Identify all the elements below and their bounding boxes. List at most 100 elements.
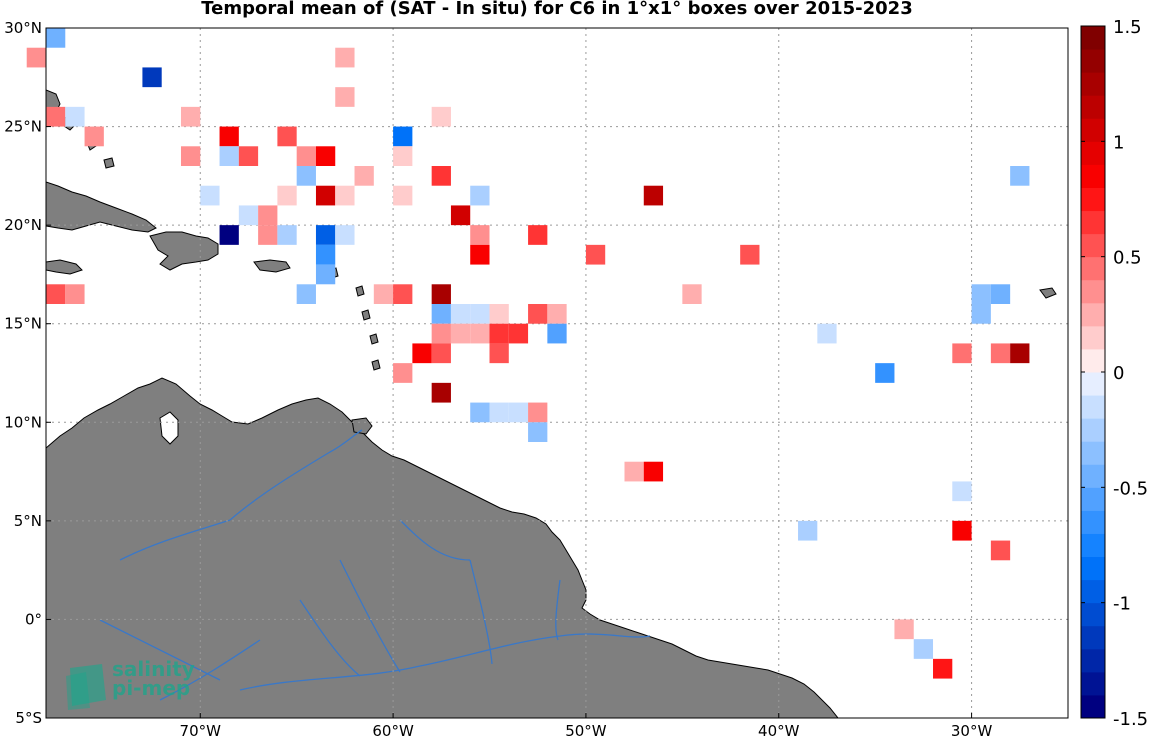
heatmap-cell: [219, 146, 239, 166]
heatmap-cell: [258, 205, 278, 226]
heatmap-cell: [643, 185, 664, 206]
colorbar-tick-label: 1: [1113, 132, 1124, 153]
colorbar-swatch: [1081, 533, 1105, 558]
colorbar-swatch: [1081, 510, 1105, 534]
heatmap-cell: [277, 126, 297, 147]
heatmap-cell: [528, 304, 548, 324]
colorbar-tick-label: 0.5: [1113, 248, 1142, 269]
heatmap-cell: [450, 304, 471, 324]
lat-tick-label: 30°N: [4, 19, 42, 37]
heatmap-cell: [470, 402, 490, 423]
heatmap-cell: [952, 343, 972, 364]
heatmap-cell: [547, 304, 567, 324]
colorbar-swatch: [1081, 395, 1105, 419]
salinity-pi-mep-logo: salinity pi-mep: [62, 659, 195, 716]
lon-tick-label: 50°W: [565, 722, 607, 740]
heatmap-cell: [180, 146, 201, 166]
heatmap-cell: [412, 343, 432, 364]
heatmap-cell: [971, 304, 991, 324]
colorbar-swatch: [1081, 418, 1105, 442]
heatmap-cell: [277, 185, 297, 206]
colorbar-tick-label: -1: [1113, 594, 1131, 615]
heatmap-cell: [1010, 343, 1030, 364]
colorbar-swatch: [1081, 671, 1105, 696]
heatmap-cells: [26, 28, 1030, 679]
heatmap-cell: [470, 244, 490, 265]
colorbar-swatch: [1081, 187, 1105, 212]
colorbar-tick-label: 0: [1113, 363, 1124, 384]
heatmap-cell: [296, 166, 316, 186]
heatmap-cell: [990, 284, 1011, 304]
heatmap-cell: [219, 126, 239, 147]
heatmap-cell: [335, 87, 355, 107]
colorbar-swatch: [1081, 95, 1105, 119]
heatmap-cell: [508, 402, 529, 423]
heatmap-cell: [624, 461, 644, 482]
heatmap-cell: [393, 185, 413, 206]
colorbar-swatch: [1081, 256, 1105, 281]
heatmap-cell: [489, 323, 509, 344]
heatmap-cell: [740, 244, 760, 265]
heatmap-cell: [489, 343, 509, 364]
heatmap-cell: [682, 284, 702, 304]
heatmap-cell: [547, 323, 567, 344]
heatmap-cell: [1010, 166, 1030, 186]
heatmap-cell: [431, 304, 451, 324]
lat-tick-label: 20°N: [4, 216, 42, 234]
lon-tick-label: 70°W: [180, 722, 222, 740]
heatmap-cell: [431, 323, 451, 344]
colorbar-tick-label: -1.5: [1113, 709, 1148, 730]
heatmap-cell: [238, 205, 259, 226]
heatmap-cell: [470, 185, 490, 206]
lon-tick-label: 30°W: [951, 722, 993, 740]
lat-tick-label: 15°N: [4, 315, 42, 333]
hispaniola: [149, 231, 219, 271]
colorbar-swatch: [1081, 72, 1105, 96]
colorbar-swatch: [1081, 372, 1105, 396]
lon-tick-label: 40°W: [758, 722, 800, 740]
land-mass: [46, 89, 1057, 718]
heatmap-cell: [817, 323, 837, 344]
colorbar-swatch: [1081, 441, 1105, 465]
heatmap-cell: [798, 520, 818, 541]
heatmap-cell: [470, 225, 490, 245]
colorbar-swatch: [1081, 302, 1105, 327]
colorbar-swatch: [1081, 118, 1105, 142]
heatmap-cell: [393, 146, 413, 166]
colorbar-swatch: [1081, 210, 1105, 235]
colorbar-tick-label: -0.5: [1113, 478, 1148, 499]
logo-line-2: pi-mep: [112, 676, 191, 700]
orinoco-river: [229, 429, 363, 521]
heatmap-cell: [528, 422, 548, 442]
colorbar-swatch: [1081, 325, 1105, 350]
heatmap-cell: [450, 323, 471, 344]
heatmap-cell: [315, 225, 336, 245]
lat-tick-label: 10°N: [4, 413, 42, 431]
heatmap-cell: [393, 126, 413, 147]
heatmap-cell: [875, 363, 895, 383]
colorbar-swatch: [1081, 487, 1105, 511]
heatmap-cell: [296, 284, 316, 304]
heatmap-cell: [335, 185, 355, 206]
heatmap-cell: [335, 225, 355, 245]
colorbar-swatch: [1081, 279, 1105, 304]
colorbar-swatch: [1081, 141, 1105, 165]
heatmap-cell: [528, 225, 548, 245]
heatmap-cell: [971, 284, 991, 304]
heatmap-cell: [142, 67, 162, 88]
heatmap-cell: [46, 28, 66, 48]
heatmap-cell: [489, 402, 509, 423]
map-frame: [45, 27, 1069, 719]
heatmap-cell: [180, 106, 201, 127]
heatmap-cell: [952, 481, 972, 502]
lat-ticks: 30°N 25°N 20°N 15°N 10°N 5°N 0° 5°S: [4, 19, 51, 727]
heatmap-cell: [258, 225, 278, 245]
heatmap-cell: [296, 146, 316, 166]
rivers: [99, 429, 651, 701]
heatmap-cell: [219, 225, 239, 245]
amazon-river: [239, 633, 651, 691]
heatmap-cell: [894, 619, 914, 640]
colorbar-swatch: [1081, 26, 1105, 50]
heatmap-cell: [450, 205, 471, 226]
